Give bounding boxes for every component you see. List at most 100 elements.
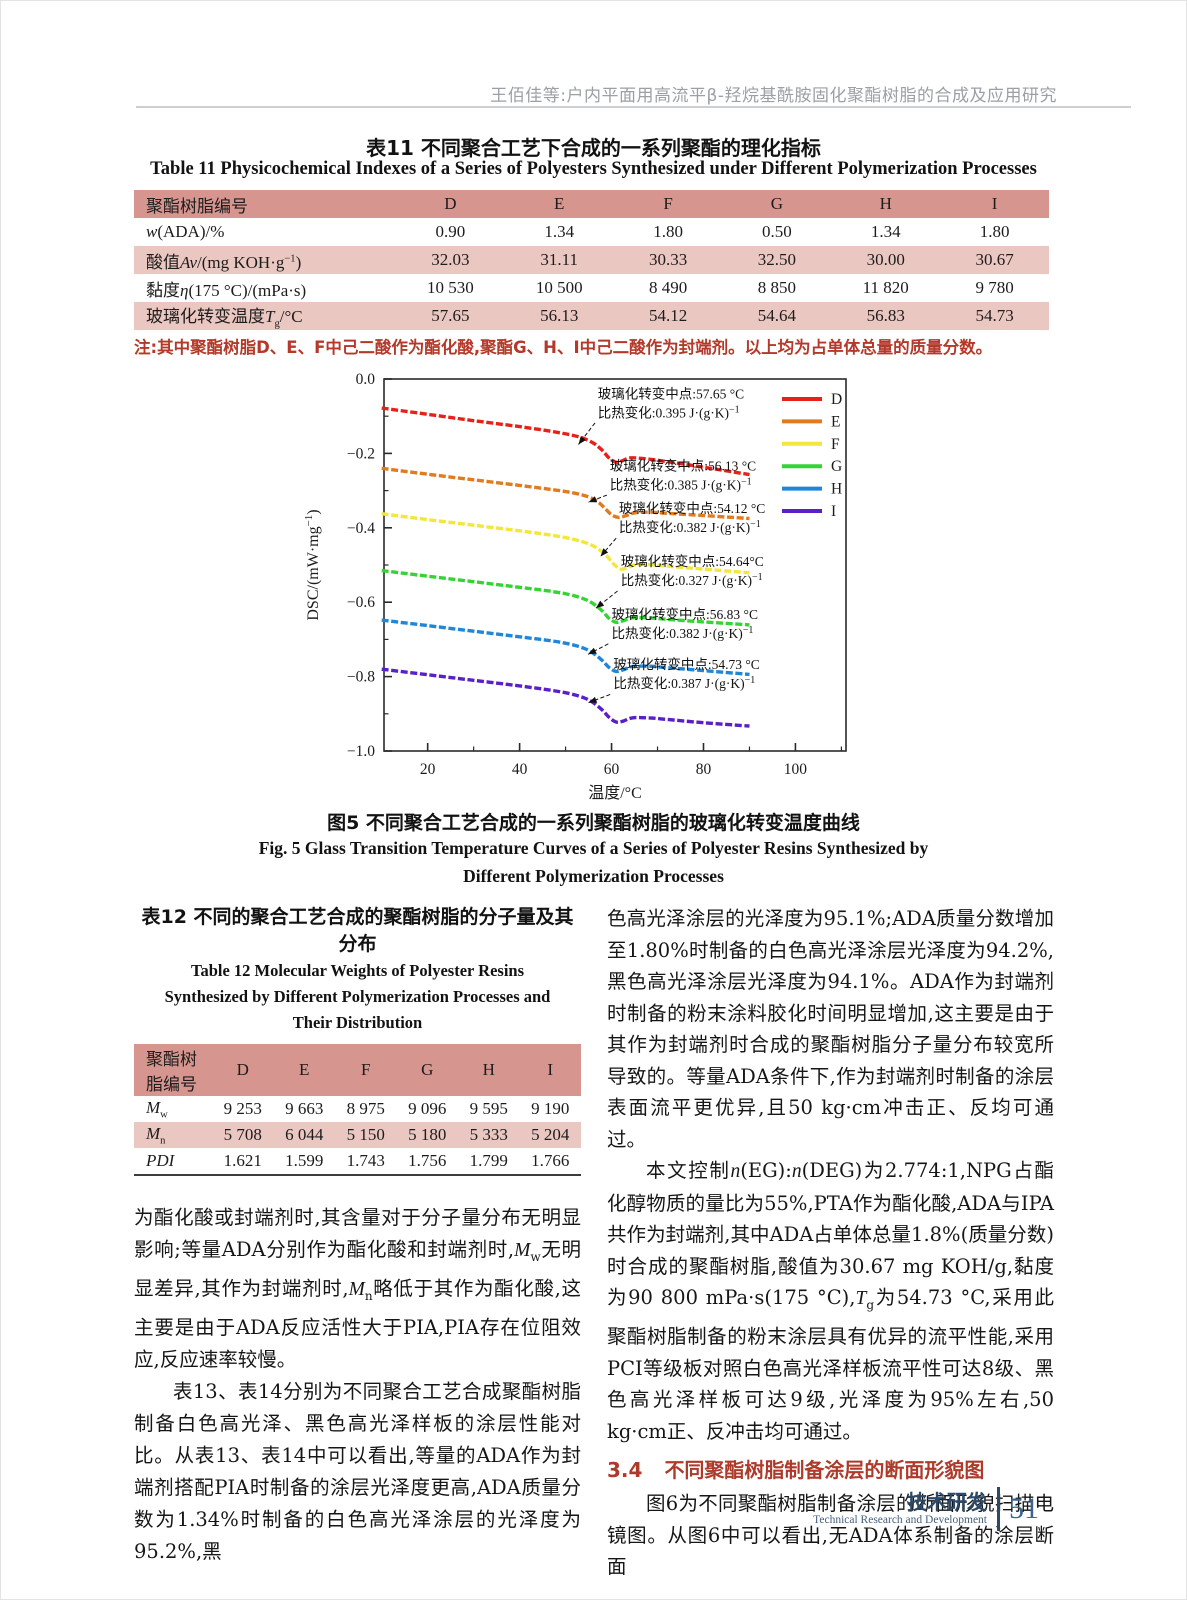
table-row: Mn 5 708 6 044 5 150 5 180 5 333 5 204 [134, 1122, 581, 1148]
table-cell: 9 780 [975, 278, 1014, 297]
row-label: PDI [146, 1151, 175, 1170]
table12-title-en-line2: Synthesized by Different Polymerization … [164, 987, 551, 1006]
section-title: 不同聚酯树脂制备涂层的断面形貌图 [664, 1458, 985, 1483]
legend-label-D: D [831, 391, 842, 408]
table12-title-en-line3: Their Distribution [292, 1013, 423, 1032]
table-column-header: E [554, 194, 565, 213]
table-cell: 1.34 [870, 222, 901, 241]
curve-F [381, 511, 750, 575]
y-tick-label: −1.0 [347, 743, 375, 760]
annotation-line2: 比热变化:0.395 J·(g·K)−1 [598, 404, 740, 420]
table-cell: 31.11 [540, 250, 579, 269]
two-column-body: 表12 不同的聚合工艺合成的聚酯树脂的分子量及其分布 Table 12 Mole… [134, 898, 1055, 1583]
footer-cn-label: 技术研发 [907, 1489, 987, 1514]
x-axis-label: 温度/°C [588, 784, 642, 802]
annotation-F: 玻璃化转变中点:54.12 °C 比热变化:0.382 J·(g·K)−1 [600, 500, 765, 557]
table-cell: 1.799 [469, 1151, 508, 1170]
y-axis: 0.0 −0.2 −0.4 −0.6 −0.8 −1.0 [347, 371, 392, 760]
table-cell: 56.83 [866, 306, 905, 325]
table12: 聚酯树脂编号 D E F G H I Mw 9 253 9 663 8 975 9 096 9 595 9… [134, 1044, 581, 1176]
section-heading-3-4: 3.4 不同聚酯树脂制备涂层的断面形貌图 [607, 1454, 1054, 1483]
row-label: w(ADA)/% [146, 222, 225, 241]
table-header-label: 聚酯树脂编号 [146, 1050, 197, 1094]
row-label: Mw [146, 1097, 168, 1121]
header-rule [136, 106, 1131, 108]
table-column-header: G [421, 1060, 434, 1079]
annotation-line2: 比热变化:0.382 J·(g·K)−1 [619, 519, 761, 535]
y-tick-label: −0.8 [347, 669, 375, 686]
page-footer: 技术研发 Technical Research and Development … [813, 1487, 1039, 1531]
table-cell: 6 044 [285, 1125, 324, 1144]
table-cell: 1.599 [285, 1151, 324, 1170]
annotation-line1: 玻璃化转变中点:54.73 °C [613, 656, 759, 672]
annotation-line2: 比热变化:0.385 J·(g·K)−1 [610, 477, 752, 493]
table-cell: 1.756 [408, 1151, 447, 1170]
annotation-line2: 比热变化:0.387 J·(g·K)−1 [613, 675, 755, 691]
paragraph: 本文控制n(EG):n(DEG)为2.774:1,NPG占酯化醇物质的量比为55… [607, 1159, 1054, 1443]
table-row: PDI 1.621 1.599 1.743 1.756 1.799 1.766 [134, 1148, 581, 1175]
table-column-header: I [547, 1060, 554, 1079]
annotation-arrowhead [600, 548, 609, 557]
annotation-E: 玻璃化转变中点:56.13 °C 比热变化:0.385 J·(g·K)−1 [588, 458, 756, 503]
page-number: 51 [1009, 1492, 1039, 1525]
paragraph: 色高光泽涂层的光泽度为95.1%;ADA质量分数增加至1.80%时制备的白色高光… [607, 907, 1054, 1151]
table-row: Mw 9 253 9 663 8 975 9 096 9 595 9 190 [134, 1096, 581, 1122]
y-tick-label: −0.4 [347, 520, 375, 537]
table-row: 酸值Av/(mg KOH·g−1) 32.03 31.11 30.33 32.50 30.… [134, 246, 1049, 274]
table-header-row: 聚酯树脂编号 D E F G H I [134, 190, 1049, 218]
table-cell: 8 975 [346, 1099, 385, 1118]
table-cell: 5 333 [469, 1125, 508, 1144]
table-cell: 1.34 [544, 222, 575, 241]
annotation-arrowhead [588, 696, 598, 703]
table-column-header: H [879, 194, 892, 213]
row-label: Mn [146, 1123, 166, 1147]
row-label: 黏度η(175 °C)/(mPa·s) [146, 280, 307, 300]
annotation-D: 玻璃化转变中点:57.65 °C 比热变化:0.395 J·(g·K)−1 [578, 385, 744, 445]
section-number: 3.4 [607, 1458, 643, 1483]
table-cell: 30.67 [975, 250, 1014, 269]
table-cell: 9 663 [285, 1099, 324, 1118]
annotation-line1: 玻璃化转变中点:57.65 °C [598, 385, 744, 401]
figure5-chart-wrap: 20 40 60 80 100 0.0 −0.2 −0.4 −0.6 −0.8 −1.0 温度/°C D… [294, 367, 874, 803]
footer-en-label: Technical Research and Development [813, 1513, 987, 1526]
annotation-G: 玻璃化转变中点:54.64°C 比热变化:0.327 J·(g·K)−1 [595, 553, 764, 609]
x-tick-label: 80 [696, 761, 712, 778]
annotation-line1: 玻璃化转变中点:54.12 °C [619, 500, 765, 516]
table-column-header: D [236, 1060, 249, 1079]
table-cell: 5 204 [531, 1125, 570, 1144]
curve-E [381, 466, 750, 521]
table-cell: 11 820 [862, 278, 909, 297]
table-column-header: D [444, 194, 457, 213]
left-column: 表12 不同的聚合工艺合成的聚酯树脂的分子量及其分布 Table 12 Mole… [134, 898, 581, 1583]
figure5-caption-cn: 图5 不同聚合工艺合成的一系列聚酯树脂的玻璃化转变温度曲线 [327, 812, 860, 834]
table-column-header: G [770, 194, 784, 213]
curve-G [381, 568, 750, 627]
table12-title-en-line1: Table 12 Molecular Weights of Polyester … [190, 961, 525, 980]
figure5-caption-en-line1: Fig. 5 Glass Transition Temperature Curv… [258, 838, 929, 858]
table-cell: 1.80 [653, 222, 683, 241]
y-axis-label: DSC/(mW·mg−1) [303, 509, 322, 620]
row-label: 玻璃化转变温度Tg/°C [146, 307, 303, 330]
table-cell: 30.33 [648, 250, 688, 269]
table-cell: 0.50 [762, 222, 792, 241]
table-cell: 5 180 [408, 1125, 447, 1144]
y-tick-label: 0.0 [356, 371, 376, 388]
table-cell: 9 253 [223, 1099, 262, 1118]
table-column-header: H [482, 1060, 495, 1079]
table-column-header: I [991, 194, 998, 213]
table-row: 黏度η(175 °C)/(mPa·s) 10 530 10 500 8 490 8 85… [134, 274, 1049, 302]
x-tick-label: 100 [784, 761, 808, 778]
annotation-arrowhead [588, 496, 598, 503]
table-cell: 56.13 [540, 306, 579, 325]
table11-title-en: Table 11 Physicochemical Indexes of a Se… [150, 159, 1037, 179]
table-cell: 0.90 [435, 222, 466, 241]
legend-label-E: E [831, 413, 840, 430]
footer-section-label: 技术研发 Technical Research and Development [813, 1491, 987, 1528]
table-column-header: F [663, 194, 673, 213]
table-cell: 54.64 [757, 306, 797, 325]
table-cell: 8 850 [757, 278, 797, 297]
y-tick-label: −0.6 [347, 594, 375, 611]
table12-wrap: 聚酯树脂编号 D E F G H I Mw 9 253 9 663 8 975 9 096 9 595 9… [134, 1044, 581, 1176]
